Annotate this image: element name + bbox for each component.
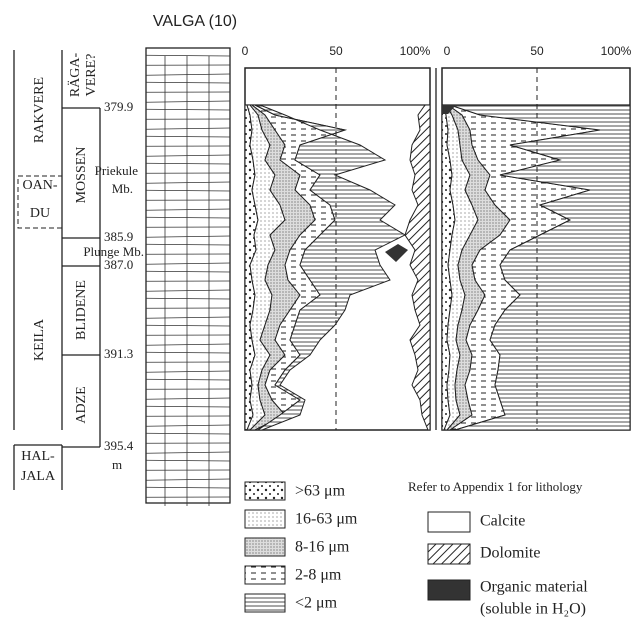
axis-label: 50 [530, 44, 544, 58]
legend-label: <2 μm [295, 595, 338, 612]
axis-label: 100% [400, 44, 431, 58]
legend-label: Calcite [480, 513, 525, 530]
charts [245, 68, 630, 430]
formation-label: VERE? [84, 54, 99, 97]
legend-label: 8-16 μm [295, 539, 350, 556]
formation-label: BLIDENE [74, 280, 89, 340]
formation-label: RÄGA- [66, 53, 83, 98]
mineral-legend [428, 512, 470, 600]
legend-label: (soluble in H₂O) [480, 601, 586, 618]
depth-label: 385.9 [104, 229, 133, 244]
stage-label: KEILA [32, 318, 47, 361]
lithology-note: Refer to Appendix 1 for lithology [408, 479, 583, 494]
member-label: Mb. [112, 181, 133, 196]
depth-label: 379.9 [104, 99, 133, 114]
depth-label: 391.3 [104, 346, 133, 361]
stage-label: RAKVERE [32, 77, 47, 143]
formation-label: MOSSEN [74, 147, 89, 204]
title: VALGA (10) [153, 13, 237, 30]
stage-label: HAL- [21, 449, 55, 464]
axis-label: 0 [242, 44, 249, 58]
legend-label: Organic material [480, 579, 588, 596]
member-label: Priekule [95, 163, 139, 178]
grain-legend [245, 482, 285, 612]
figure: VALGA (10) RAKVERE OAN- DU KEILA HAL- JA… [0, 0, 637, 628]
legend-label: 16-63 μm [295, 511, 358, 528]
depth-label: 395.4 [104, 438, 134, 453]
stage-label: DU [30, 206, 50, 221]
axis-label: 50 [329, 44, 343, 58]
axis-label: 0 [444, 44, 451, 58]
depth-unit: m [112, 457, 122, 472]
legend-label: 2-8 μm [295, 567, 342, 584]
legend-label: Dolomite [480, 545, 540, 562]
legend-label: >63 μm [295, 483, 346, 500]
depth-label: 387.0 [104, 257, 133, 272]
stage-label: JALA [21, 469, 56, 484]
axis-label: 100% [601, 44, 632, 58]
formation-label: ADZE [74, 386, 89, 423]
stage-label: OAN- [23, 178, 58, 193]
lithology-column [146, 48, 230, 506]
